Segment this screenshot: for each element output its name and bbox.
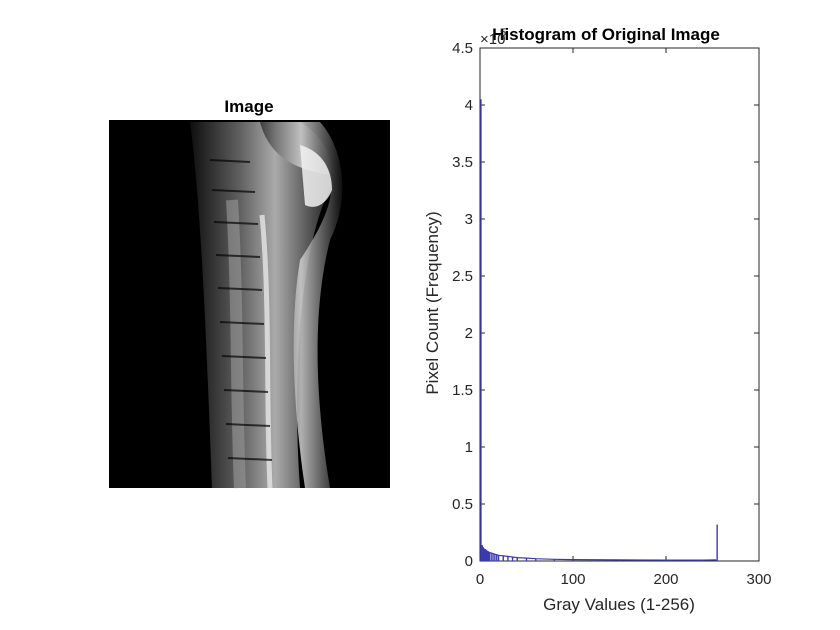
plot-frame [479, 47, 760, 562]
y-tick-label: 1 [465, 439, 473, 456]
mri-image [109, 120, 390, 489]
y-exponent-label: ×10 5 [480, 27, 506, 48]
y-tick-label: 4.5 [452, 40, 473, 57]
histogram-plot: 0 100 200 300 0 0.5 1 1.5 2 2.5 3 3.5 4 4.5 [452, 40, 771, 588]
y-exponent-power: 5 [500, 27, 506, 39]
y-exponent-base: ×10 [480, 31, 505, 48]
x-tick-label: 300 [746, 571, 771, 588]
x-tick-label: 200 [653, 571, 678, 588]
x-tick-label: 100 [560, 571, 585, 588]
image-title: Image [224, 97, 273, 116]
histogram-title: Histogram of Original Image [492, 25, 720, 44]
y-tick-label: 0.5 [452, 496, 473, 513]
x-axis-label: Gray Values (1-256) [543, 595, 695, 614]
y-tick-label: 2 [465, 325, 473, 342]
y-tick-label: 0 [465, 553, 473, 570]
y-axis-label: Pixel Count (Frequency) [423, 211, 442, 394]
y-tick-label: 3 [465, 211, 473, 228]
y-tick-label: 1.5 [452, 382, 473, 399]
histogram-envelope [481, 544, 717, 561]
y-tick-label: 4 [465, 97, 473, 114]
x-tick-label: 0 [476, 571, 484, 588]
y-tick-label: 3.5 [452, 154, 473, 171]
y-tick-label: 2.5 [452, 268, 473, 285]
